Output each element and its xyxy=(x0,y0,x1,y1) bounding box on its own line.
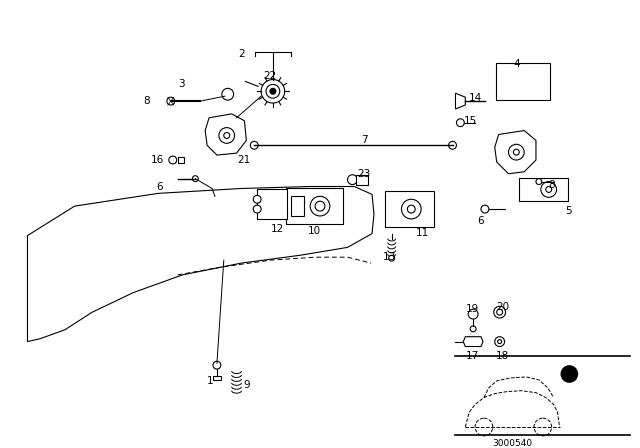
Circle shape xyxy=(253,195,261,203)
Polygon shape xyxy=(519,178,568,201)
Text: 15: 15 xyxy=(463,116,477,126)
Circle shape xyxy=(468,309,478,319)
Text: 21: 21 xyxy=(237,155,251,165)
Circle shape xyxy=(219,128,235,143)
Bar xyxy=(356,175,368,185)
Text: 3000540: 3000540 xyxy=(492,439,532,448)
Bar xyxy=(496,63,550,100)
Text: 7: 7 xyxy=(361,135,368,146)
Text: 8: 8 xyxy=(143,96,150,106)
Circle shape xyxy=(546,186,552,192)
Circle shape xyxy=(456,119,464,127)
Circle shape xyxy=(401,199,421,219)
Circle shape xyxy=(213,361,221,369)
Text: 2: 2 xyxy=(239,49,245,59)
Text: 23: 23 xyxy=(357,169,371,179)
Text: 13: 13 xyxy=(383,252,396,262)
Text: 16: 16 xyxy=(151,155,164,165)
Circle shape xyxy=(498,340,502,344)
Circle shape xyxy=(315,201,325,211)
Polygon shape xyxy=(385,191,434,227)
Circle shape xyxy=(475,418,493,436)
Circle shape xyxy=(561,365,578,383)
Circle shape xyxy=(348,175,357,185)
Text: 19: 19 xyxy=(467,304,479,314)
Circle shape xyxy=(513,149,519,155)
Text: 18: 18 xyxy=(496,351,509,362)
Bar xyxy=(291,196,304,216)
Text: 1: 1 xyxy=(207,376,214,386)
Text: 14: 14 xyxy=(469,93,483,103)
Circle shape xyxy=(536,179,542,185)
Bar xyxy=(178,157,184,163)
Circle shape xyxy=(193,176,198,181)
Circle shape xyxy=(449,142,456,149)
Circle shape xyxy=(388,255,395,261)
Circle shape xyxy=(167,97,175,105)
Polygon shape xyxy=(205,114,246,155)
Circle shape xyxy=(495,337,504,346)
Circle shape xyxy=(266,84,280,98)
Circle shape xyxy=(270,88,276,94)
Circle shape xyxy=(470,326,476,332)
Text: 20: 20 xyxy=(497,302,510,312)
Circle shape xyxy=(169,156,177,164)
Text: 11: 11 xyxy=(416,228,429,238)
Text: 6: 6 xyxy=(477,216,484,226)
Circle shape xyxy=(541,181,557,197)
Text: 6: 6 xyxy=(156,181,163,192)
Polygon shape xyxy=(463,337,483,346)
Polygon shape xyxy=(257,190,287,219)
Circle shape xyxy=(222,88,234,100)
Text: 12: 12 xyxy=(271,224,284,234)
Text: 17: 17 xyxy=(467,351,479,362)
Circle shape xyxy=(508,144,524,160)
Circle shape xyxy=(408,205,415,213)
Polygon shape xyxy=(285,189,342,224)
Circle shape xyxy=(224,133,230,138)
Text: 4: 4 xyxy=(513,59,520,69)
Text: 22: 22 xyxy=(263,71,276,81)
Text: 10: 10 xyxy=(308,226,321,236)
Text: 5: 5 xyxy=(565,206,572,216)
Circle shape xyxy=(497,309,502,315)
Circle shape xyxy=(534,418,552,436)
Circle shape xyxy=(493,306,506,318)
Polygon shape xyxy=(28,186,374,342)
Text: 9: 9 xyxy=(243,380,250,390)
Circle shape xyxy=(250,142,258,149)
Bar xyxy=(213,376,221,380)
Circle shape xyxy=(481,205,489,213)
Polygon shape xyxy=(495,130,536,174)
Text: 8: 8 xyxy=(548,180,556,190)
Text: 3: 3 xyxy=(179,78,185,89)
Circle shape xyxy=(253,205,261,213)
Circle shape xyxy=(310,196,330,216)
Circle shape xyxy=(261,79,285,103)
Polygon shape xyxy=(456,93,465,109)
